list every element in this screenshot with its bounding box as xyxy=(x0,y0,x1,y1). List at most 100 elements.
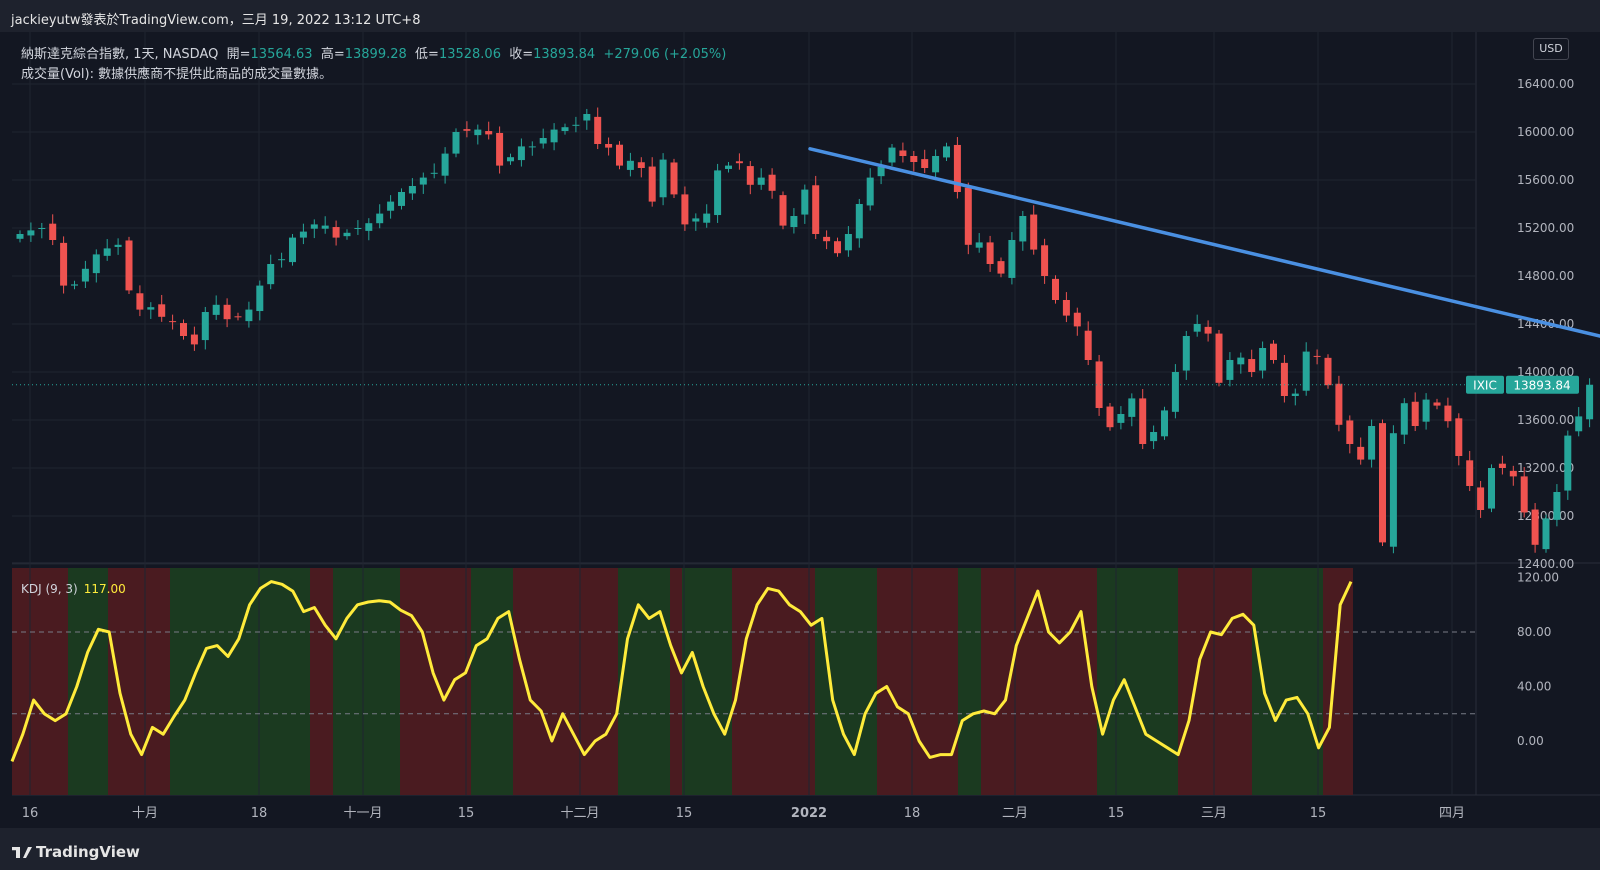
candle-up xyxy=(539,138,547,144)
candle-down xyxy=(1509,470,1517,477)
price-tick-label: 15600.00 xyxy=(1517,173,1574,187)
candle-up xyxy=(299,231,307,238)
publisher-bar: jackieyutw發表於TradingView.com，三月 19, 2022… xyxy=(0,0,1600,32)
currency-button[interactable]: USD xyxy=(1533,38,1569,60)
candle-down xyxy=(1324,357,1332,386)
time-tick-label: 18 xyxy=(904,806,921,821)
kdj-zone-bear xyxy=(1178,568,1252,795)
kdj-zone-bull xyxy=(333,568,400,795)
candle-down xyxy=(997,261,1005,274)
ohlc-legend: 納斯達克綜合指數, 1天, NASDAQ 開=13564.63 高=13899.… xyxy=(21,43,726,62)
candle-up xyxy=(714,170,722,216)
candle-up xyxy=(725,165,732,169)
candle-up xyxy=(943,146,950,158)
candle-up xyxy=(430,172,438,174)
candle-down xyxy=(125,240,133,291)
kdj-zone-bear xyxy=(732,568,815,795)
candle-down xyxy=(1466,460,1474,486)
candle-up xyxy=(398,192,405,206)
time-tick-label: 18 xyxy=(251,806,268,821)
candle-up xyxy=(441,153,449,176)
price-tick-label: 14000.00 xyxy=(1517,365,1574,379)
candle-up xyxy=(92,254,100,274)
kdj-zone-bear xyxy=(877,568,958,795)
candle-up xyxy=(1389,433,1397,547)
candle-up xyxy=(147,307,155,310)
price-tick-label: 13600.00 xyxy=(1517,413,1574,427)
candle-up xyxy=(1237,357,1245,365)
high-value: 13899.28 xyxy=(344,47,407,62)
time-tick-label: 15 xyxy=(676,806,693,821)
candle-up xyxy=(212,304,220,315)
candle-down xyxy=(1411,401,1419,426)
time-tick-label: 15 xyxy=(1108,806,1125,821)
candle-down xyxy=(1313,355,1321,357)
candle-up xyxy=(103,248,111,256)
candle-down xyxy=(605,144,613,148)
candle-down xyxy=(1204,326,1212,334)
kdj-value: 117.00 xyxy=(83,582,126,596)
symbol-tag: IXIC xyxy=(1473,379,1497,393)
kdj-zone-bull xyxy=(68,568,108,795)
candle-up xyxy=(27,230,35,236)
candle-up xyxy=(1542,518,1550,550)
candle-down xyxy=(332,227,340,238)
candle-down xyxy=(1444,405,1452,422)
candle-down xyxy=(1095,361,1103,408)
candle-down xyxy=(496,132,504,166)
candle-up xyxy=(278,259,286,261)
kdj-zone-bear xyxy=(513,568,618,795)
time-tick-label: 15 xyxy=(1310,806,1327,821)
candle-down xyxy=(1215,333,1223,383)
volume-note: 成交量(Vol): 數據供應商不提供此商品的成交量數據。 xyxy=(21,67,333,82)
candle-down xyxy=(1357,446,1365,460)
kdj-tick-label: 0.00 xyxy=(1517,734,1544,748)
price-tick-label: 14800.00 xyxy=(1517,269,1574,283)
kdj-zone-bull xyxy=(682,568,732,795)
close-label: 收= xyxy=(509,47,534,62)
tradingview-logo[interactable]: TradingView xyxy=(12,843,140,861)
candle-down xyxy=(746,166,754,185)
kdj-zone-bear xyxy=(981,568,1097,795)
candle-up xyxy=(757,177,765,185)
candle-down xyxy=(1498,463,1506,468)
candle-up xyxy=(659,159,667,198)
candle-down xyxy=(1139,398,1147,444)
candle-up xyxy=(844,234,852,251)
candle-up xyxy=(289,237,296,263)
candle-down xyxy=(735,161,743,164)
kdj-legend: KDJ (9, 3) 117.00 xyxy=(21,582,126,596)
candle-down xyxy=(190,334,198,345)
candle-down xyxy=(834,241,841,254)
time-tick-label: 16 xyxy=(22,806,39,821)
candle-up xyxy=(1193,324,1201,332)
candle-up xyxy=(528,146,536,148)
candle-down xyxy=(234,316,242,318)
low-value: 13528.06 xyxy=(438,47,501,62)
candle-down xyxy=(910,156,918,162)
price-tick-label: 16000.00 xyxy=(1517,125,1574,139)
candle-up xyxy=(387,201,395,211)
candle-down xyxy=(1280,362,1288,396)
price-tick-label: 12400.00 xyxy=(1517,557,1574,571)
candle-up xyxy=(1117,414,1125,423)
candle-up xyxy=(419,177,427,185)
kdj-zone-bull xyxy=(471,568,513,795)
candle-down xyxy=(169,321,177,323)
candle-down xyxy=(1335,383,1343,425)
candle-up xyxy=(1553,492,1561,520)
candle-up xyxy=(1575,416,1583,432)
candle-down xyxy=(1030,214,1038,250)
candle-up xyxy=(1259,348,1267,371)
publisher-text: jackieyutw發表於TradingView.com，三月 19, 2022… xyxy=(11,13,421,28)
candle-down xyxy=(637,162,645,168)
candle-up xyxy=(888,147,896,163)
candle-up xyxy=(550,129,558,143)
candle-up xyxy=(801,189,809,215)
candle-down xyxy=(953,144,961,192)
candle-up xyxy=(376,213,384,224)
candle-up xyxy=(1291,393,1299,396)
candle-up xyxy=(517,146,525,161)
candle-down xyxy=(180,323,187,336)
